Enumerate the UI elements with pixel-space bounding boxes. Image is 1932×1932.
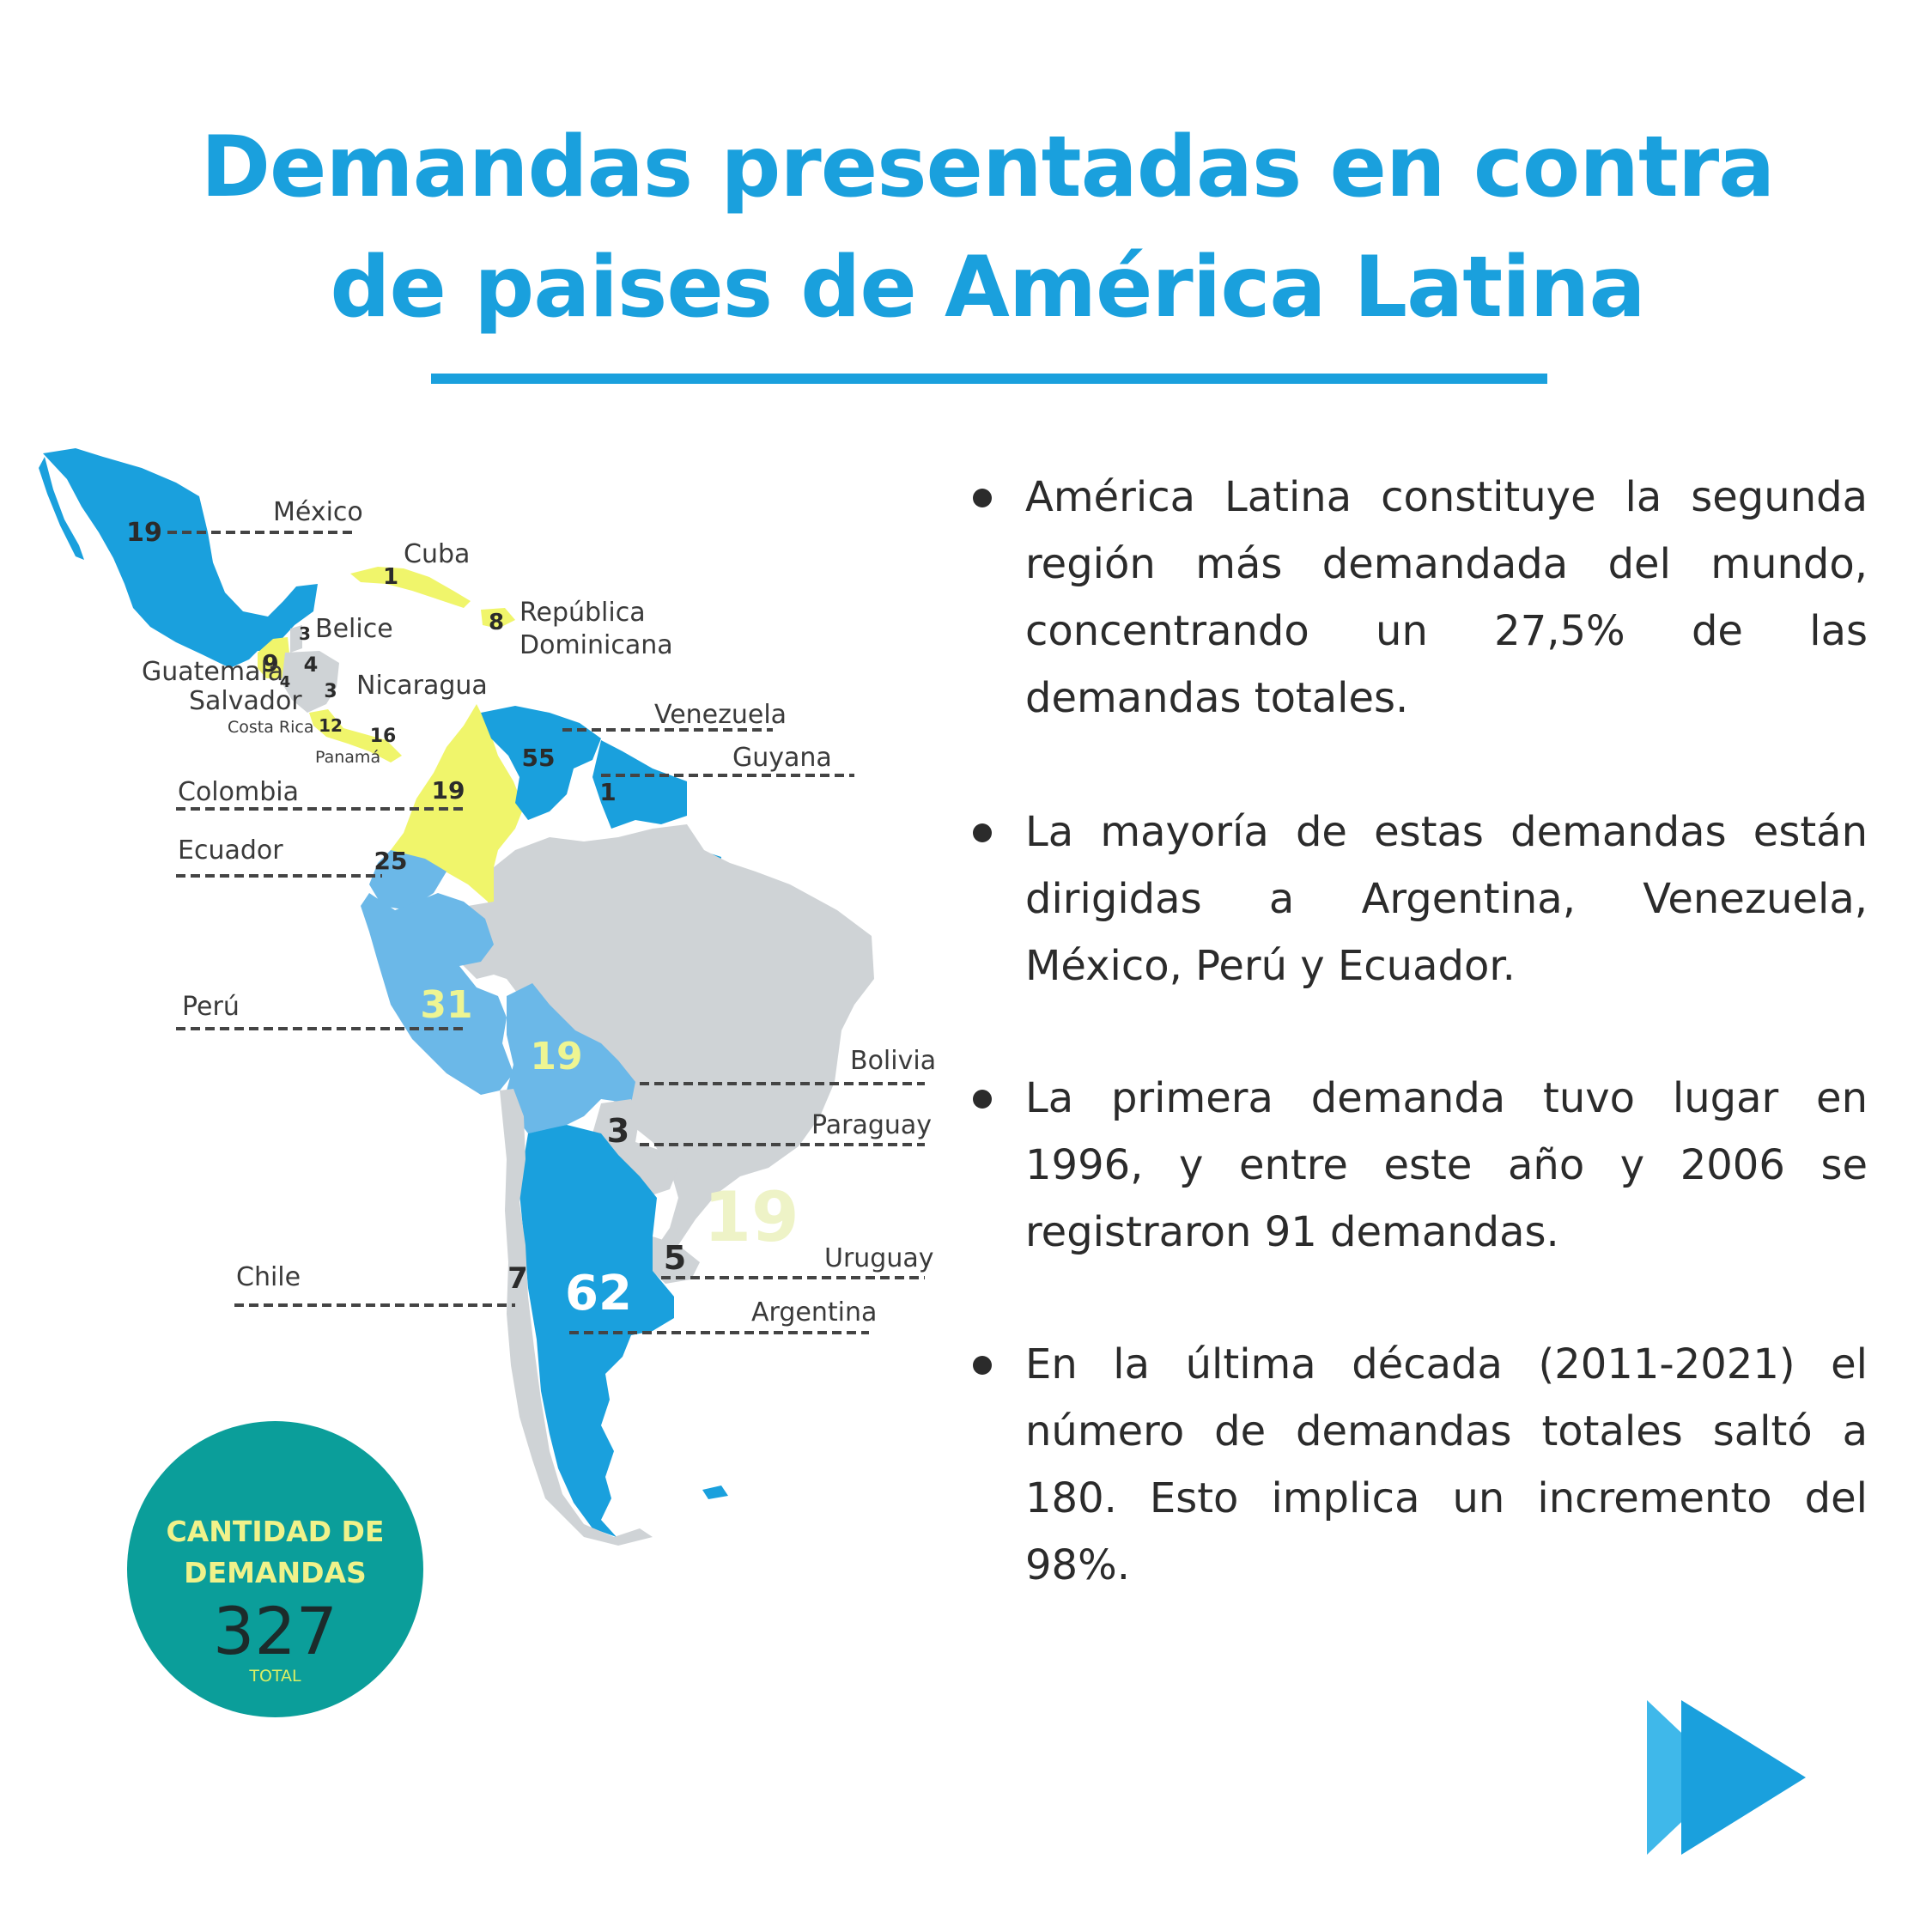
title-line-1: Demandas presentadas en contra bbox=[200, 118, 1776, 216]
country-name-label: Perú bbox=[182, 992, 240, 1022]
bullet-item: En la última década (2011-2021) el númer… bbox=[970, 1331, 1868, 1599]
country-shape-peru bbox=[361, 893, 513, 1095]
country-count-label: 3 bbox=[324, 681, 337, 702]
country-shape-belize bbox=[290, 625, 302, 653]
bullet-item: La mayoría de estas demandas están dirig… bbox=[970, 799, 1868, 999]
country-name-label: Paraguay bbox=[811, 1110, 932, 1140]
country-name-label: Nicaragua bbox=[356, 671, 488, 701]
country-shape-mexico bbox=[43, 448, 318, 668]
country-shape-chile bbox=[500, 1089, 653, 1546]
country-name-label: Cuba bbox=[404, 539, 470, 569]
country-count-label: 1 bbox=[383, 564, 398, 590]
arrow-front-shape bbox=[1681, 1700, 1806, 1855]
bullet-item: La primera demanda tuvo lugar en 1996, y… bbox=[970, 1065, 1868, 1266]
bullet-text: América Latina constituye la segunda reg… bbox=[1025, 473, 1868, 722]
country-count-label: 16 bbox=[370, 726, 397, 747]
country-count-label: 19 bbox=[703, 1177, 799, 1257]
country-shape-colombia bbox=[391, 704, 524, 927]
leader-lines bbox=[167, 531, 925, 1334]
country-name-label: Salvador bbox=[189, 686, 302, 716]
country-name-label: Guyana bbox=[732, 743, 832, 773]
country-count-label: 19 bbox=[530, 1035, 582, 1078]
country-shapes bbox=[39, 448, 874, 1546]
country-count-label: 19 bbox=[432, 776, 465, 805]
country-shape-baja bbox=[39, 457, 84, 560]
country-count-label: 1 bbox=[599, 778, 616, 806]
country-count-label: 5 bbox=[664, 1239, 686, 1277]
country-name-label: Belice bbox=[315, 614, 393, 644]
country-name-label: Uruguay bbox=[824, 1243, 934, 1273]
country-shape-ecuador bbox=[369, 850, 447, 910]
total-demands-value: 327 bbox=[212, 1593, 338, 1669]
country-count-label: 4 bbox=[280, 673, 291, 691]
country-count-label: 55 bbox=[522, 744, 556, 772]
country-count-label: 3 bbox=[607, 1112, 629, 1150]
country-shape-guatemala bbox=[258, 637, 290, 678]
country-name-label: Costa Rica bbox=[228, 718, 314, 737]
country-count-label: 7 bbox=[507, 1261, 528, 1296]
country-shape-central-gray bbox=[282, 651, 339, 713]
total-demands-badge: CANTIDAD DE DEMANDAS 327 TOTAL bbox=[127, 1421, 423, 1717]
title-underline bbox=[431, 374, 1547, 384]
country-shape-uruguay bbox=[650, 1236, 700, 1284]
country-count-label: 31 bbox=[420, 983, 472, 1027]
country-count-label: 25 bbox=[374, 847, 408, 875]
country-name-label: Bolivia bbox=[850, 1046, 936, 1076]
bullet-text: En la última década (2011-2021) el númer… bbox=[1025, 1340, 1868, 1589]
country-count-label: 3 bbox=[299, 623, 311, 644]
total-demands-sublabel: TOTAL bbox=[249, 1667, 301, 1686]
page-title: Demandas presentadas en contra de paises… bbox=[0, 107, 1932, 348]
country-count-label: 9 bbox=[262, 649, 278, 677]
country-name-label: México bbox=[273, 497, 363, 527]
bullet-text: La primera demanda tuvo lugar en 1996, y… bbox=[1025, 1074, 1868, 1256]
country-shape-guyanas bbox=[592, 740, 687, 829]
country-name-label: Panamá bbox=[315, 748, 380, 767]
total-demands-label: CANTIDAD DE DEMANDAS bbox=[166, 1515, 385, 1589]
country-name-label: República bbox=[519, 598, 646, 628]
bullet-text: La mayoría de estas demandas están dirig… bbox=[1025, 808, 1868, 990]
country-name-label: Colombia bbox=[178, 777, 299, 807]
bullet-dot-icon bbox=[973, 1090, 992, 1109]
country-shape-paraguay bbox=[592, 1099, 678, 1198]
bullet-dot-icon bbox=[973, 489, 992, 507]
country-count-label: 19 bbox=[126, 518, 162, 548]
country-shape-falklands bbox=[702, 1485, 728, 1499]
country-shape-bolivia bbox=[507, 983, 635, 1133]
country-count-label: 12 bbox=[319, 715, 343, 736]
country-name-label: Venezuela bbox=[654, 700, 787, 730]
country-shape-costa-rica-panama bbox=[309, 709, 402, 762]
country-name-label: Chile bbox=[236, 1262, 301, 1292]
title-line-2: de paises de América Latina bbox=[330, 239, 1645, 337]
country-count-label: 4 bbox=[304, 653, 319, 677]
country-count-label: 62 bbox=[565, 1266, 632, 1321]
country-name-label: Guatemala bbox=[142, 657, 283, 687]
double-play-arrow-icon[interactable] bbox=[1647, 1696, 1819, 1859]
country-shape-argentina bbox=[519, 1125, 674, 1537]
country-shape-dominicana bbox=[481, 608, 515, 629]
country-shape-brasil bbox=[453, 824, 874, 1269]
bullet-dot-icon bbox=[973, 823, 992, 842]
country-count-label: 8 bbox=[489, 610, 504, 635]
country-shape-venezuela bbox=[481, 706, 601, 820]
country-name-label: Ecuador bbox=[178, 835, 283, 866]
country-name-label: Dominicana bbox=[519, 630, 673, 660]
bullet-dot-icon bbox=[973, 1356, 992, 1375]
bullet-item: América Latina constituye la segunda reg… bbox=[970, 464, 1868, 732]
country-name-label: Argentina bbox=[751, 1297, 877, 1327]
country-shape-cuba bbox=[350, 567, 471, 608]
